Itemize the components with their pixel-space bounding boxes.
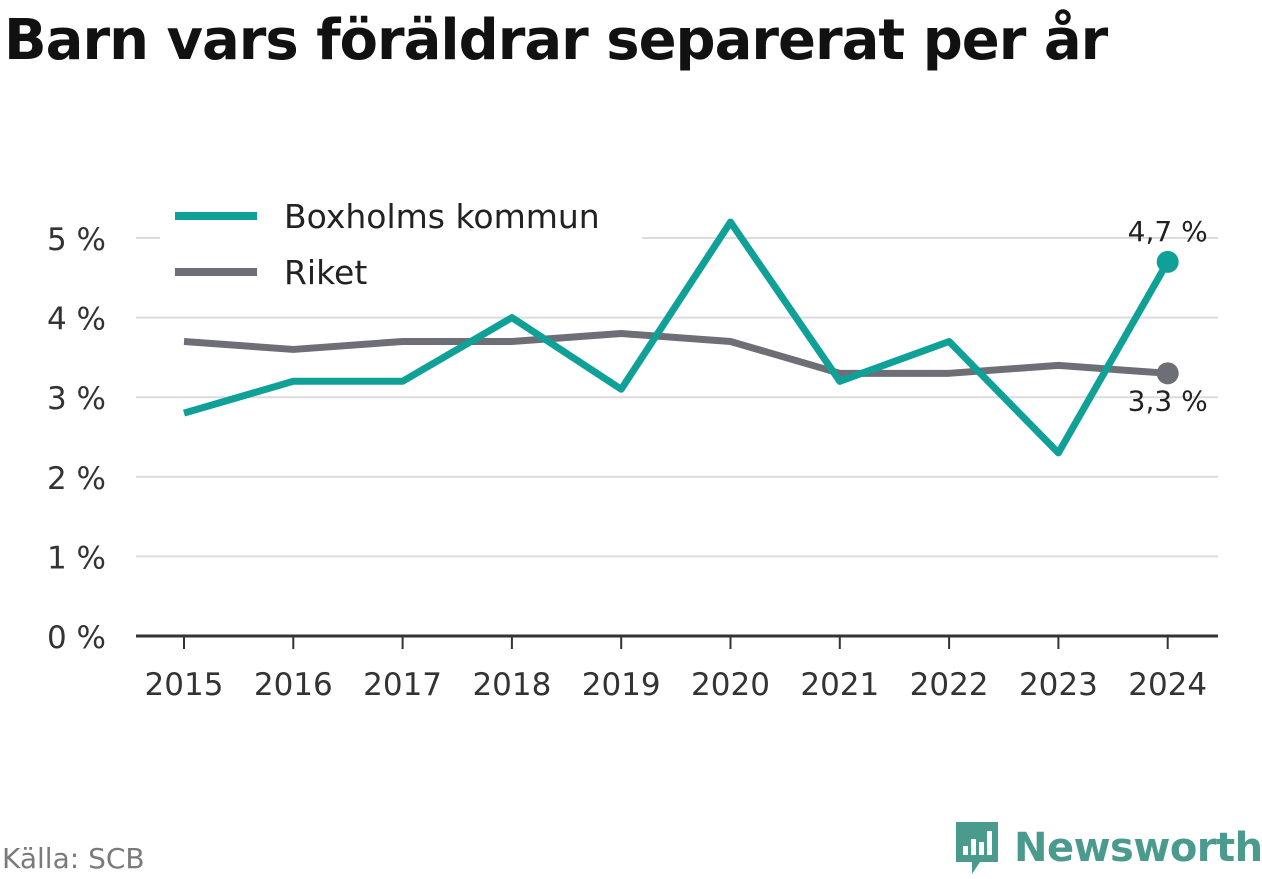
x-axis: 2015 2016 2017 2018 2019 2020 2021 2022 2023 2024 — [136, 634, 1218, 703]
y-tick-label: 1 % — [47, 540, 106, 576]
end-labels: 4,7 % 3,3 % — [1128, 215, 1208, 417]
y-axis: 0 % 1 % 2 % 3 % 4 % 5 % — [47, 222, 106, 656]
x-tick-label: 2018 — [472, 667, 551, 703]
chart-title: Barn vars föräldrar separerat per år — [4, 8, 1108, 73]
y-tick-label: 0 % — [47, 620, 106, 656]
x-tick-label: 2016 — [254, 667, 333, 703]
legend-label: Riket — [284, 253, 367, 292]
y-tick-label: 5 % — [47, 222, 106, 258]
series-end-point — [1156, 362, 1179, 385]
x-tick-label: 2020 — [691, 667, 770, 703]
y-tick-label: 4 % — [47, 302, 106, 338]
end-value-label: 4,7 % — [1128, 215, 1208, 248]
x-tick-label: 2017 — [363, 667, 442, 703]
x-tick-label: 2019 — [582, 667, 661, 703]
y-tick-label: 3 % — [47, 381, 106, 417]
y-tick-label: 2 % — [47, 461, 106, 497]
brand-name: Newsworthy — [1014, 825, 1262, 871]
brand-logo: Newsworthy — [952, 818, 1262, 878]
series-line — [183, 218, 1171, 457]
legend: Boxholms kommun Riket — [160, 188, 642, 294]
series-end-point — [1156, 250, 1179, 273]
gridlines — [136, 237, 1218, 558]
legend-label: Boxholms kommun — [284, 197, 600, 236]
legend-background — [160, 188, 642, 294]
series-lines — [183, 218, 1179, 457]
x-tick-label: 2023 — [1019, 667, 1098, 703]
source-note: Källa: SCB — [2, 842, 145, 875]
end-value-label: 3,3 % — [1128, 384, 1208, 417]
x-tick-label: 2021 — [800, 667, 879, 703]
x-tick-label: 2024 — [1128, 667, 1207, 703]
x-tick-label: 2022 — [910, 667, 989, 703]
series-line — [183, 330, 1168, 377]
x-tick-label: 2015 — [145, 667, 224, 703]
newsworthy-logo-icon — [956, 822, 998, 874]
